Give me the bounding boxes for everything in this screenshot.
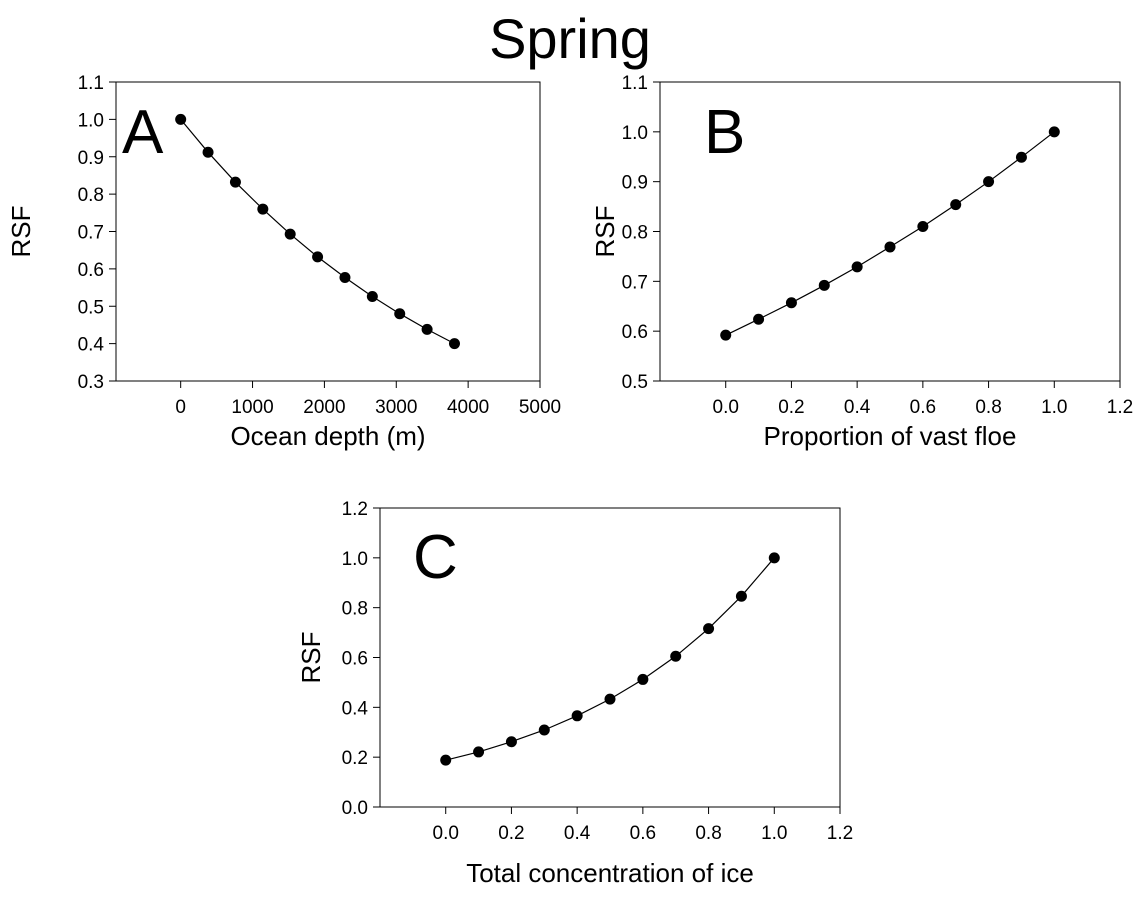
panel-a-x-tick-label: 5000 [519, 397, 561, 418]
panel-a-plot-frame [115, 81, 541, 382]
panel-c-x-tick-label: 0.8 [695, 823, 721, 844]
panel-a-data-point [175, 113, 187, 125]
panel-a-data-point [284, 228, 296, 240]
panel-c-x-tick-label: 0.0 [433, 823, 459, 844]
panel-b-x-tick-label: 0.6 [910, 397, 936, 418]
panel-c-data-point [735, 590, 747, 602]
panel-c-data-point [440, 754, 452, 766]
panel-b-y-tick-label: 0.5 [622, 372, 648, 393]
panel-c-y-tick-label: 0.8 [342, 599, 368, 620]
panel-c-y-tick-label: 0.6 [342, 649, 368, 670]
panel-c-data-point [571, 710, 583, 722]
panel-c-y-tick-label: 0.2 [342, 748, 368, 769]
panel-a-y-tick-label: 0.3 [78, 372, 104, 393]
panel-a-y-tick-label: 0.7 [78, 223, 104, 244]
panel-b-data-point [884, 241, 896, 253]
panel-c-y-axis-label: RSF [296, 632, 326, 684]
panel-b: 0.5 0.6 0.7 0.8 0.9 1.0 1.1 0.0 0.2 0.4 0.6 0.8 1.0 1… [590, 73, 1133, 451]
panel-c-letter: C [413, 523, 458, 592]
panel-c-x-tick-label: 1.2 [827, 823, 853, 844]
panel-b-y-tick-label: 1.1 [622, 73, 648, 94]
panel-b-series-line [725, 131, 1055, 336]
panel-a-letter: A [122, 98, 164, 167]
panel-a-data-point [202, 146, 214, 158]
panel-c-data-point [670, 650, 682, 662]
panel-a-data-point [394, 308, 406, 320]
panel-a-x-tick-label: 2000 [303, 397, 345, 418]
panel-b-data-point [950, 199, 962, 211]
panel-a-data-point [448, 338, 460, 350]
panel-c-data-point [538, 724, 550, 736]
panel-c-data-point [473, 746, 485, 758]
panel-b-x-tick-label: 0.0 [713, 397, 739, 418]
panel-a-data-point [257, 203, 269, 215]
panel-a: 0.3 0.4 0.5 0.6 0.7 0.8 0.9 1.0 1.1 0 1000 2000 3000… [6, 73, 561, 451]
panel-b-y-tick-label: 0.7 [622, 272, 648, 293]
panel-b-data-point [917, 221, 929, 233]
panel-c-data-point [768, 552, 780, 564]
panel-c-x-tick-label: 1.0 [761, 823, 787, 844]
panel-b-data-point [1015, 151, 1027, 163]
panel-a-x-tick-label: 4000 [447, 397, 489, 418]
panel-a-data-point [421, 323, 433, 335]
panel-a-y-tick-label: 0.9 [78, 148, 104, 169]
panel-b-data-point [720, 329, 732, 341]
panel-c-y-tick-label: 1.0 [342, 549, 368, 570]
panel-c-y-tick-label: 1.2 [342, 499, 368, 520]
panel-a-y-axis-label: RSF [6, 206, 36, 258]
panel-c-data-point [703, 623, 715, 635]
panel-b-y-tick-label: 0.6 [622, 322, 648, 343]
panel-b-data-point [818, 279, 830, 291]
panel-b-y-tick-label: 0.9 [622, 173, 648, 194]
panel-b-data-point [1048, 126, 1060, 138]
panel-a-data-point [339, 271, 351, 283]
panel-c-data-point [604, 693, 616, 705]
panel-a-x-tick-label: 1000 [231, 397, 273, 418]
panel-a-y-tick-label: 0.6 [78, 260, 104, 281]
panel-c-series-line [445, 557, 775, 761]
panel-b-data-point [851, 261, 863, 273]
panel-b-x-tick-label: 1.0 [1041, 397, 1067, 418]
panel-a-y-tick-label: 1.0 [78, 110, 104, 131]
panel-c-x-axis-label: Total concentration of ice [466, 858, 754, 888]
panel-b-x-tick-label: 0.4 [844, 397, 871, 418]
panel-b-x-tick-label: 1.2 [1107, 397, 1133, 418]
panel-a-y-tick-label: 0.4 [78, 335, 105, 356]
panel-c-data-point [505, 736, 517, 748]
panel-a-y-tick-label: 0.5 [78, 297, 104, 318]
panel-b-x-tick-label: 0.2 [778, 397, 804, 418]
panel-a-series-line [180, 119, 455, 345]
panel-c-y-tick-label: 0.4 [342, 698, 369, 719]
panel-b-x-tick-label: 0.8 [975, 397, 1001, 418]
panel-a-data-point [366, 291, 378, 303]
panel-b-data-point [785, 297, 797, 309]
panel-c-data-point [637, 673, 649, 685]
panel-a-y-tick-label: 1.1 [78, 73, 104, 94]
panel-b-y-axis-label: RSF [590, 206, 620, 258]
figure-title: Spring [489, 7, 651, 70]
panel-b-x-axis-label: Proportion of vast floe [764, 421, 1017, 451]
panel-c-x-tick-label: 0.2 [498, 823, 524, 844]
panel-a-y-tick-label: 0.8 [78, 185, 104, 206]
panel-a-x-tick-label: 3000 [375, 397, 417, 418]
panel-c-x-tick-label: 0.6 [630, 823, 656, 844]
panel-a-x-tick-label: 0 [175, 397, 186, 418]
panel-a-data-point [312, 251, 324, 263]
panel-b-y-tick-label: 1.0 [622, 123, 648, 144]
panel-c-x-tick-label: 0.4 [564, 823, 591, 844]
panel-b-y-tick-label: 0.8 [622, 223, 648, 244]
panel-b-letter: B [704, 98, 745, 167]
panel-b-data-point [753, 313, 765, 325]
panel-c: 0.0 0.2 0.4 0.6 0.8 1.0 1.2 0.0 0.2 0.4 0.6 0.8 1.0 1… [296, 499, 853, 888]
panel-a-x-axis-label: Ocean depth (m) [230, 421, 425, 451]
panel-b-data-point [983, 176, 995, 188]
panel-c-y-tick-label: 0.0 [342, 798, 368, 819]
panel-a-data-point [229, 176, 241, 188]
